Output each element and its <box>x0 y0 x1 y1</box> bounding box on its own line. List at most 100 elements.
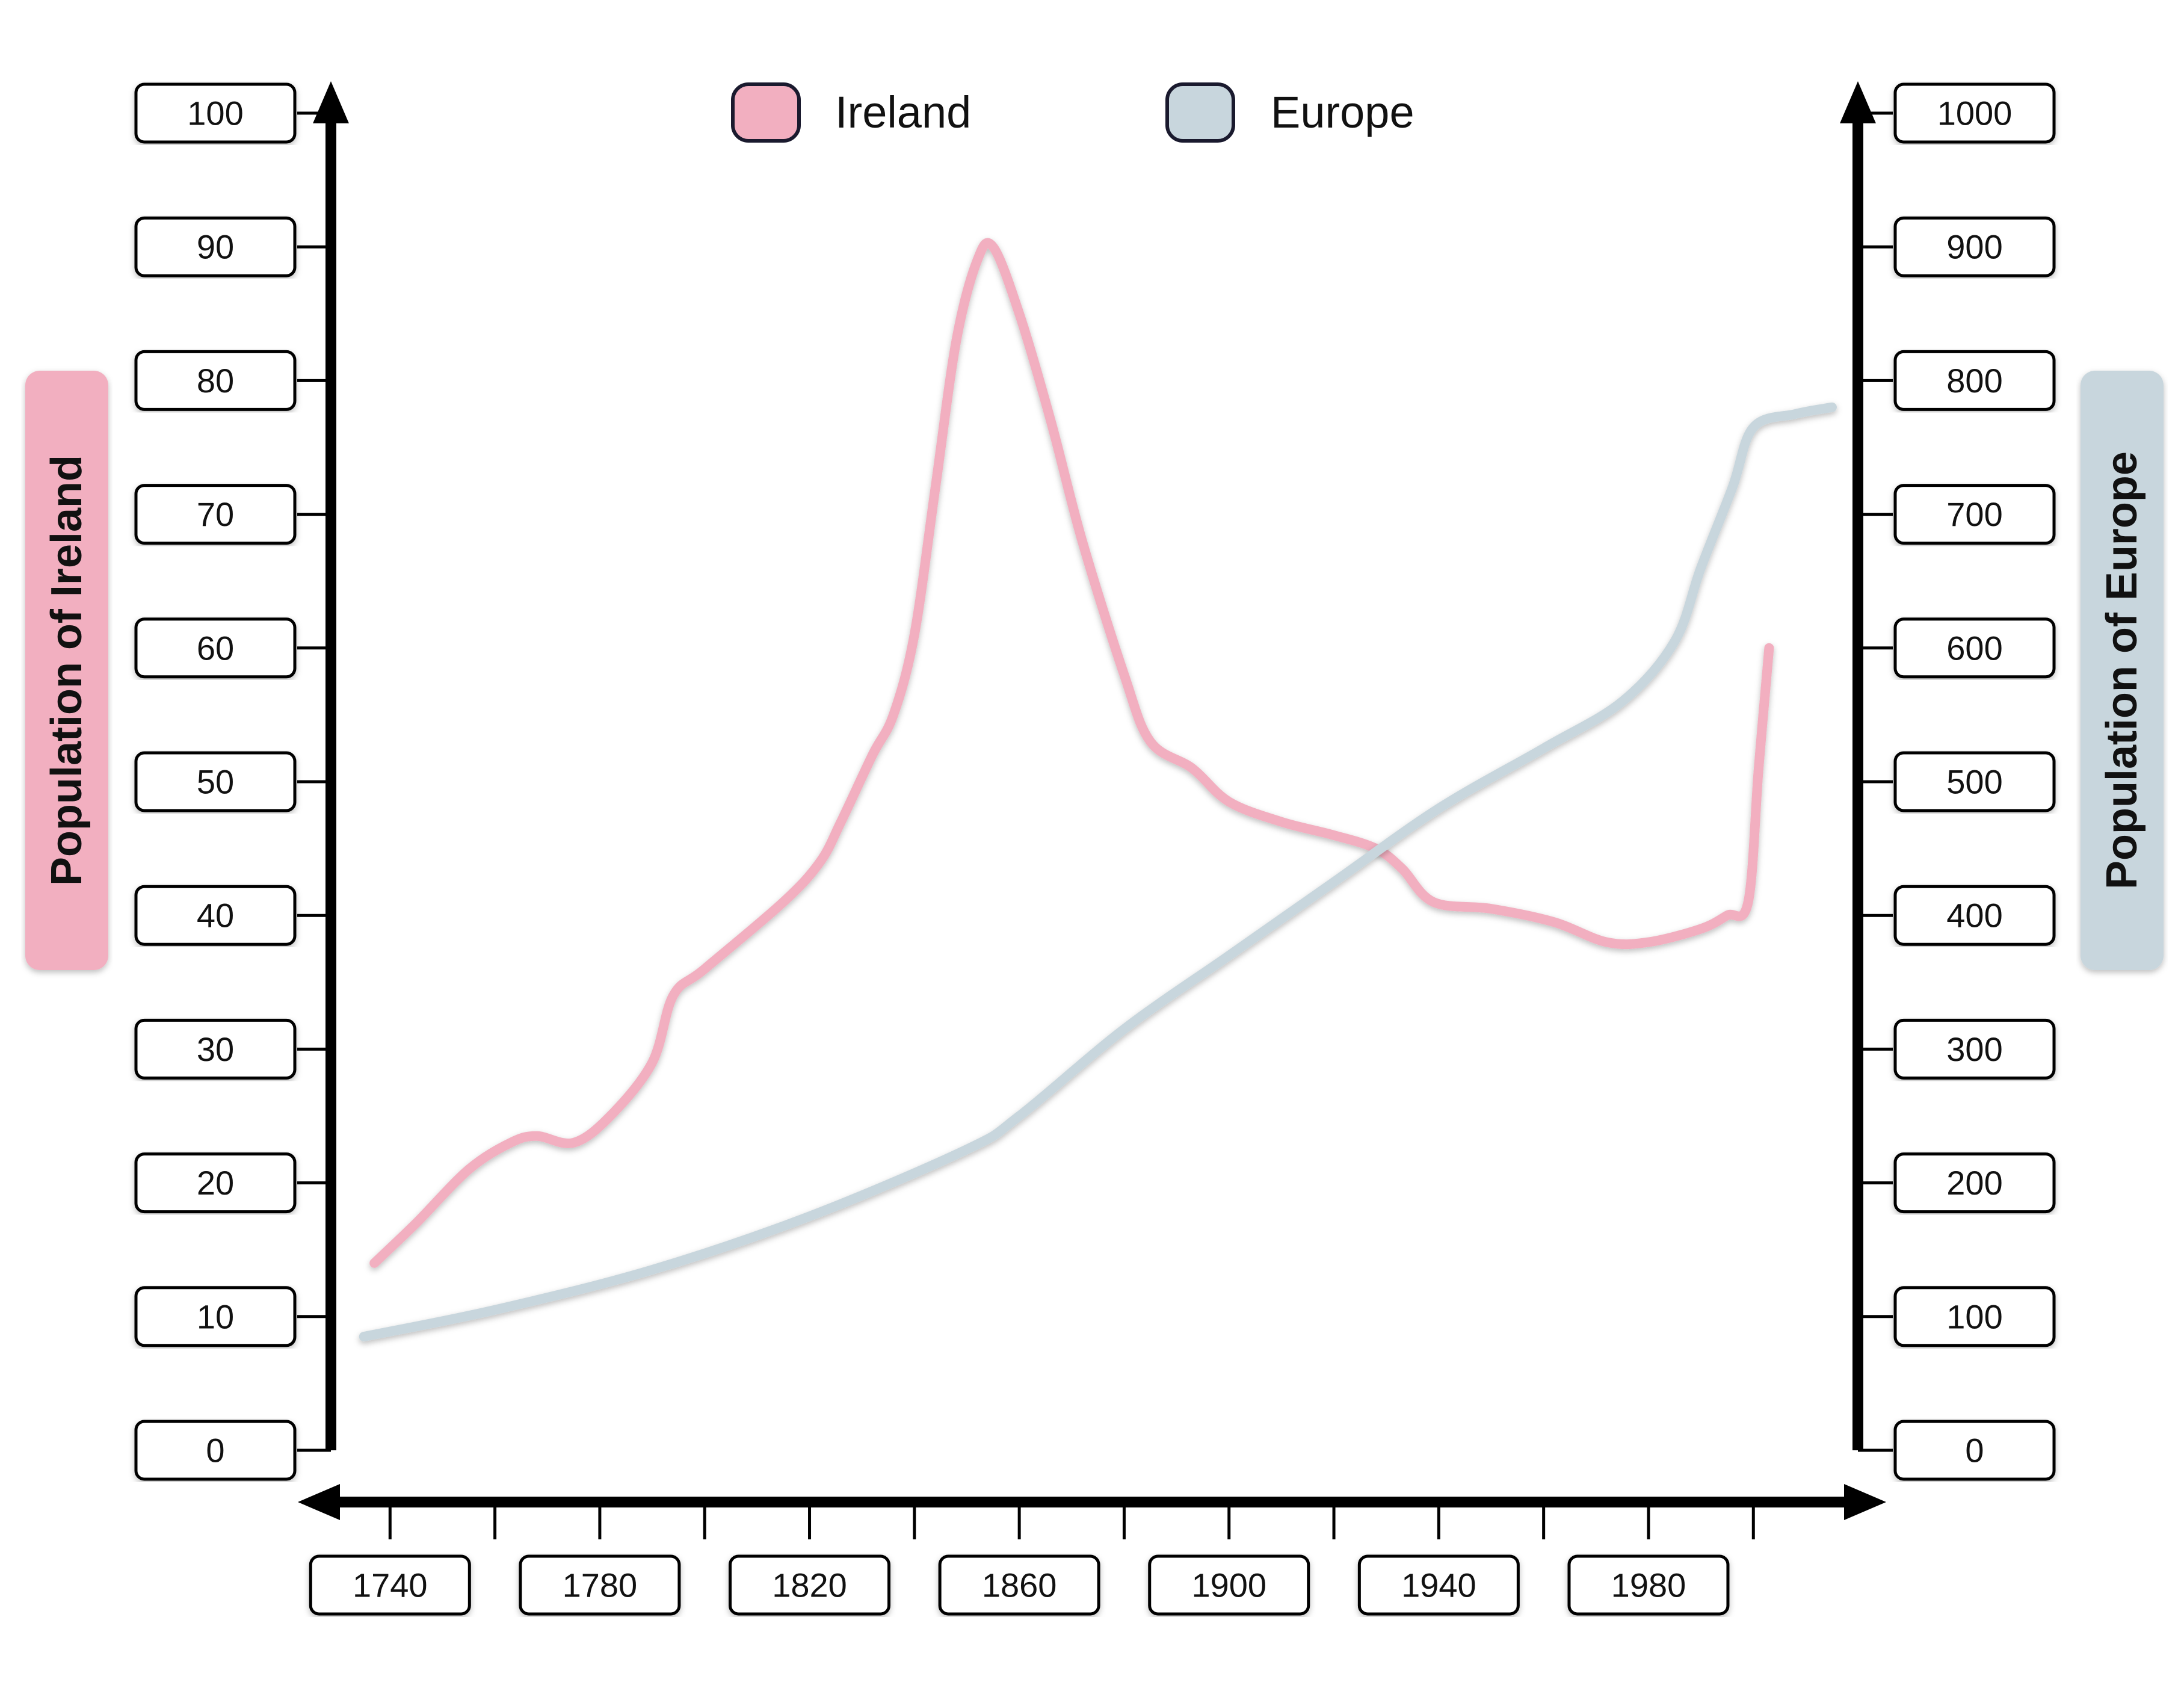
right-tick-label-box <box>1893 1420 2056 1481</box>
left-tick-label: 50 <box>134 751 297 812</box>
left-tick-label-text: 0 <box>206 1432 224 1470</box>
x-tick-label-text: 1780 <box>563 1566 638 1604</box>
right-tick-label: 1000 <box>1893 82 2056 144</box>
x-tick-label-box <box>1148 1554 1310 1616</box>
left-tick-label-text: 100 <box>187 94 243 132</box>
left-y-ticks: 0 10 20 30 40 50 60 70 80 90 100 <box>134 82 331 1481</box>
x-tick-label-box <box>938 1554 1100 1616</box>
right-tick-label-text: 0 <box>1965 1432 1984 1470</box>
right-tick-label-text: 700 <box>1946 495 2002 533</box>
x-tick-label-text: 1980 <box>1611 1566 1686 1604</box>
right-tick-label-text: 400 <box>1946 897 2002 935</box>
left-tick-label-text: 60 <box>197 629 234 667</box>
right-tick-label: 0 <box>1893 1420 2056 1481</box>
right-tick-label-text: 800 <box>1946 362 2002 400</box>
left-axis-title-bg <box>25 371 108 970</box>
right-tick-label: 200 <box>1893 1152 2056 1214</box>
right-axis-title-bg <box>2081 371 2164 970</box>
x-tick-label: 1940 <box>1357 1554 1520 1616</box>
right-tick-label-box <box>1893 82 2056 144</box>
left-tick-label: 30 <box>134 1018 297 1080</box>
right-tick-label-box <box>1893 1018 2056 1080</box>
right-y-ticks: 0 100 200 300 400 500 600 700 800 900 1000 <box>1858 82 2056 1481</box>
x-tick-label-text: 1940 <box>1401 1566 1476 1604</box>
left-tick-label-box <box>134 350 297 411</box>
left-tick-label-box <box>134 885 297 946</box>
left-tick-label-box <box>134 1018 297 1080</box>
left-tick-label-box <box>134 82 297 144</box>
left-tick-label-text: 10 <box>197 1297 234 1335</box>
left-tick-label-text: 30 <box>197 1030 234 1068</box>
right-tick-label-box <box>1893 1152 2056 1214</box>
left-tick-label: 70 <box>134 484 297 545</box>
left-tick-label-box <box>134 216 297 277</box>
left-tick-label-box <box>134 484 297 545</box>
left-tick-label-text: 20 <box>197 1164 234 1202</box>
right-tick-label: 100 <box>1893 1286 2056 1347</box>
right-y-axis-arrowhead <box>1840 81 1876 123</box>
x-tick-label-text: 1860 <box>982 1566 1057 1604</box>
right-tick-label-text: 100 <box>1946 1297 2002 1335</box>
x-ticks: 1740 1780 1820 1860 1900 1940 1980 <box>309 1502 1755 1616</box>
x-tick-label: 1740 <box>309 1554 471 1616</box>
right-tick-label: 500 <box>1893 751 2056 812</box>
left-tick-label: 90 <box>134 216 297 277</box>
legend-label-ireland: Ireland <box>835 87 971 137</box>
x-tick-label-box <box>729 1554 891 1616</box>
right-tick-label-text: 1000 <box>1937 94 2013 132</box>
right-tick-label-box <box>1893 885 2056 946</box>
left-tick-label: 100 <box>134 82 297 144</box>
left-tick-label: 60 <box>134 617 297 679</box>
left-tick-label-box <box>134 1152 297 1214</box>
left-axis-title: Population of Ireland <box>25 371 108 970</box>
left-tick-label-text: 70 <box>197 495 234 533</box>
right-tick-label-text: 500 <box>1946 763 2002 801</box>
left-tick-label-box <box>134 1286 297 1347</box>
right-tick-label-text: 600 <box>1946 629 2002 667</box>
right-tick-label: 300 <box>1893 1018 2056 1080</box>
right-tick-label-box <box>1893 216 2056 277</box>
x-tick-label-box <box>309 1554 471 1616</box>
right-tick-label: 400 <box>1893 885 2056 946</box>
left-tick-label: 40 <box>134 885 297 946</box>
left-tick-label-box <box>134 751 297 812</box>
right-tick-label: 800 <box>1893 350 2056 411</box>
left-tick-label: 10 <box>134 1286 297 1347</box>
right-tick-label-box <box>1893 1286 2056 1347</box>
x-tick-label-box <box>1567 1554 1730 1616</box>
right-tick-label-text: 300 <box>1946 1030 2002 1068</box>
right-tick-label: 900 <box>1893 216 2056 277</box>
right-tick-label: 700 <box>1893 484 2056 545</box>
right-tick-label-text: 900 <box>1946 228 2002 266</box>
right-axis-title-text: Population of Europe <box>2098 451 2146 889</box>
x-axis-arrowhead-left <box>298 1484 340 1520</box>
left-tick-label-text: 90 <box>197 228 234 266</box>
right-tick-label: 600 <box>1893 617 2056 679</box>
legend-label-europe: Europe <box>1271 87 1414 137</box>
left-tick-label-text: 80 <box>197 362 234 400</box>
x-axis-arrowhead-right <box>1844 1484 1886 1520</box>
legend-swatch-ireland <box>731 82 801 143</box>
left-tick-label-text: 40 <box>197 897 234 935</box>
left-tick-label-box <box>134 617 297 679</box>
left-tick-label-text: 50 <box>197 763 234 801</box>
left-tick-label: 0 <box>134 1420 297 1481</box>
x-tick-label-box <box>519 1554 681 1616</box>
series-lines <box>359 238 1837 1342</box>
legend: Ireland Europe <box>731 82 1414 143</box>
right-axis-title: Population of Europe <box>2081 371 2164 970</box>
left-tick-label-box <box>134 1420 297 1481</box>
left-y-axis-arrowhead <box>313 81 349 123</box>
x-tick-label-text: 1900 <box>1191 1566 1266 1604</box>
x-tick-label: 1820 <box>729 1554 891 1616</box>
x-tick-label: 1860 <box>938 1554 1100 1616</box>
right-tick-label-box <box>1893 751 2056 812</box>
left-tick-label: 20 <box>134 1152 297 1214</box>
right-tick-label-box <box>1893 617 2056 679</box>
x-tick-label: 1780 <box>519 1554 681 1616</box>
x-tick-label-box <box>1357 1554 1520 1616</box>
right-tick-label-box <box>1893 350 2056 411</box>
x-tick-label: 1900 <box>1148 1554 1310 1616</box>
series-line-ireland <box>369 238 1774 1268</box>
